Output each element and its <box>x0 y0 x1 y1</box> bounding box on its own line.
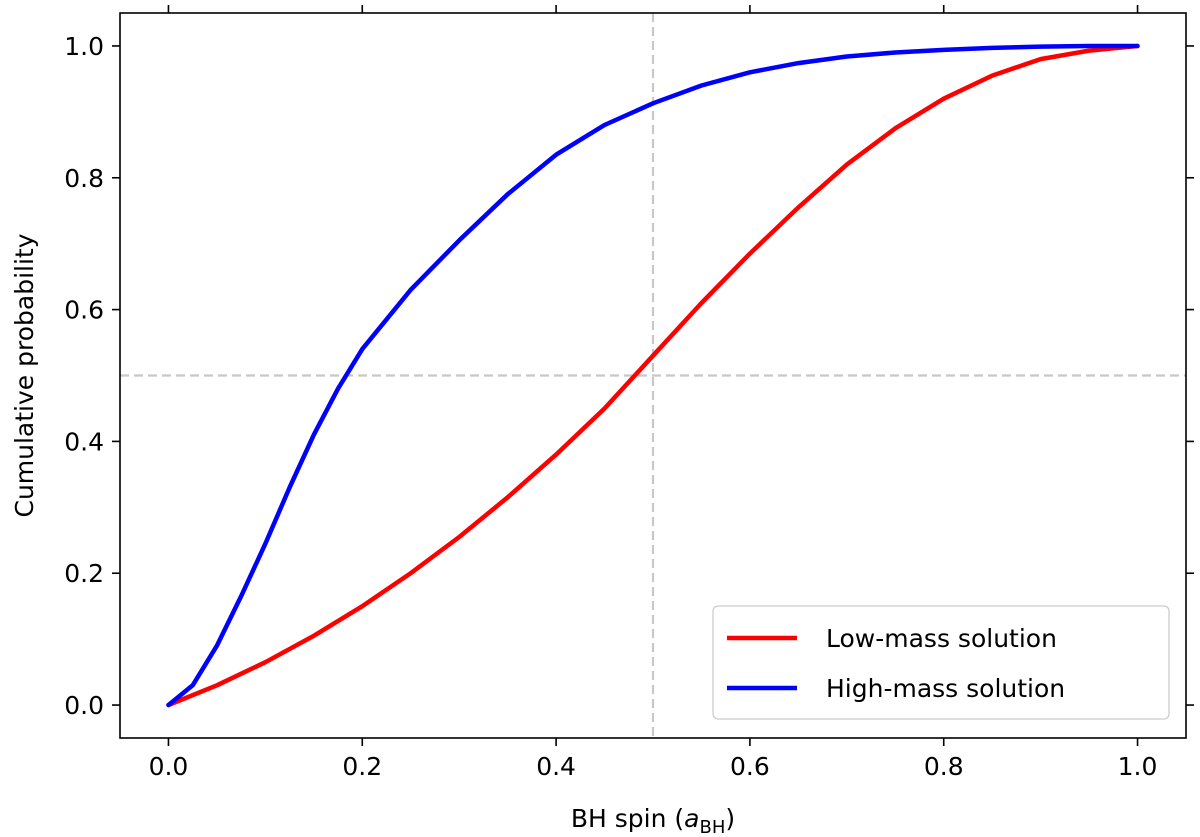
x-axis-label: BH spin (aBH) <box>571 804 735 837</box>
x-axis-label-main: BH spin ( <box>571 804 684 833</box>
y-tick-label: 0.2 <box>64 559 104 588</box>
x-tick-label: 0.2 <box>342 752 382 781</box>
series-layer <box>166 43 1140 708</box>
x-tick-label: 1.0 <box>1118 752 1158 781</box>
y-tick-label: 0.8 <box>64 164 104 193</box>
reference-lines <box>120 13 1186 738</box>
x-axis-label-subscript: BH <box>699 817 725 837</box>
y-tick-label: 0.6 <box>64 296 104 325</box>
x-tick-label: 0.8 <box>924 752 964 781</box>
y-tick-label: 1.0 <box>64 32 104 61</box>
y-axis-label: Cumulative probability <box>10 233 39 517</box>
legend-label: High-mass solution <box>826 674 1065 703</box>
legend-label: Low-mass solution <box>826 624 1057 653</box>
x-tick-label: 0.4 <box>536 752 576 781</box>
x-tick-label: 0.6 <box>730 752 770 781</box>
axis-tick-labels: 0.0 0.2 0.4 0.6 0.8 1.0 0.0 0.2 0.4 0.6 0.8 1.0 <box>64 32 1157 781</box>
x-axis-label-symbol: a <box>684 804 699 833</box>
x-axis-label-close: ) <box>725 804 735 833</box>
axis-ticks <box>112 5 1194 746</box>
legend: Low-mass solution High-mass solution <box>712 605 1170 720</box>
x-tick-label: 0.0 <box>149 752 189 781</box>
series-line-low-mass <box>166 43 1140 708</box>
y-tick-label: 0.0 <box>64 691 104 720</box>
plot-frame <box>119 12 1187 739</box>
legend-box <box>712 605 1170 720</box>
series-line-high-mass <box>166 43 1140 708</box>
y-tick-label: 0.4 <box>64 427 104 456</box>
